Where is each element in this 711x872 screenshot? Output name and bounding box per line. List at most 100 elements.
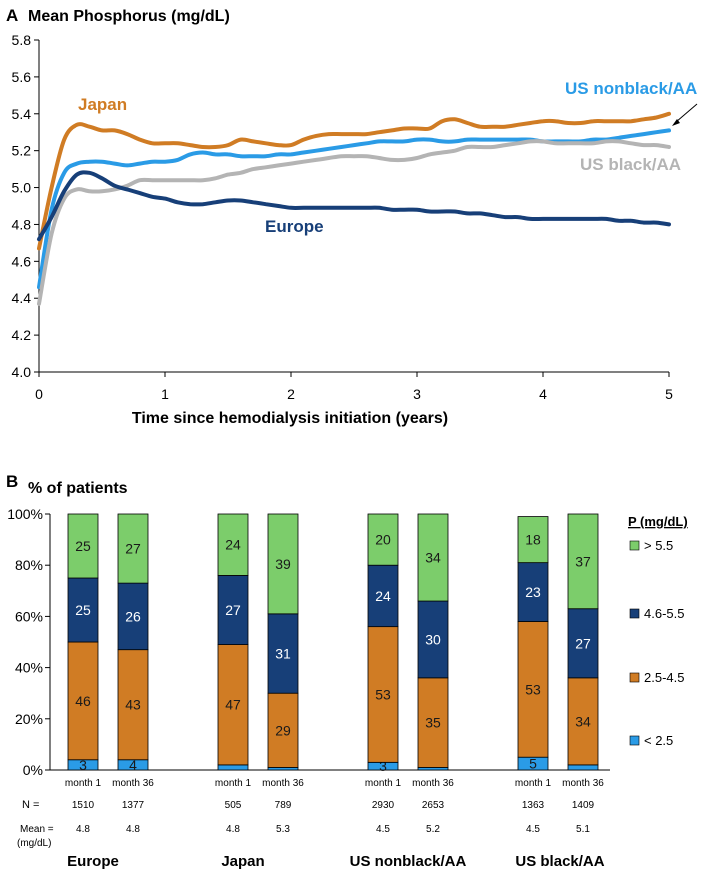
bar-category-label: month 36 xyxy=(562,778,604,789)
y-tick-label: 4.2 xyxy=(12,327,32,343)
bar-segment-label: 4 xyxy=(129,757,137,773)
bar-segment-label: 18 xyxy=(525,532,541,548)
bar-segment xyxy=(517,516,549,564)
series-line-europe xyxy=(37,170,671,242)
bar-category-label: month 36 xyxy=(412,778,454,789)
panel-a: A Mean Phosphorus (mg/dL) 4.04.24.44.64.… xyxy=(6,6,698,427)
mean-row-label: Mean = xyxy=(20,824,54,835)
bar-segment-label: 3 xyxy=(79,757,87,773)
group-label: Europe xyxy=(67,853,119,870)
x-tick-label: 3 xyxy=(413,386,421,402)
x-tick-label: 5 xyxy=(665,386,673,402)
legend-label: < 2.5 xyxy=(644,733,673,748)
bar-segment xyxy=(567,677,599,766)
bar-segment xyxy=(67,577,99,643)
series-line-us-black-aa xyxy=(37,139,671,306)
panel-a-title: Mean Phosphorus (mg/dL) xyxy=(28,8,230,25)
bar-segment-label: 27 xyxy=(125,541,141,557)
bar-n-value: 505 xyxy=(225,800,242,811)
group-label: Japan xyxy=(221,853,264,870)
bar-segment xyxy=(417,513,449,602)
group-label: US nonblack/AA xyxy=(350,853,467,870)
panel-b: B % of patients 0% 20% 40% 60% 80% 100% 3 46 25… xyxy=(6,472,688,870)
bar-segment-label: 39 xyxy=(275,556,291,572)
bar-category-label: month 36 xyxy=(262,778,304,789)
bar-segment xyxy=(517,621,549,758)
bar-segment xyxy=(117,582,149,651)
bar-mean-value: 4.5 xyxy=(526,824,540,835)
x-tick-label: 1 xyxy=(161,386,169,402)
bar-segment-label: 27 xyxy=(575,635,591,651)
panel-b-bars: 3 46 25 25 4 43 26 27 47 27 24 29 31 39 3 53 24 20 35 30 34 5… xyxy=(67,513,599,774)
bar-segment-label: 47 xyxy=(225,697,241,713)
n-row-label: N = xyxy=(22,799,39,811)
bar-mean-value: 4.8 xyxy=(126,824,140,835)
bar-mean-value: 4.8 xyxy=(76,824,90,835)
bar-category-label: month 1 xyxy=(65,778,102,789)
bar-segment-label: 24 xyxy=(375,588,391,604)
bar-mean-value: 5.2 xyxy=(426,824,440,835)
panel-b-title: % of patients xyxy=(28,480,128,497)
y-tick-label: 5.8 xyxy=(12,32,32,48)
bar-category-label: month 36 xyxy=(112,778,154,789)
legend-label: 4.6-5.5 xyxy=(644,606,684,621)
bar-segment-label: 53 xyxy=(525,681,541,697)
panel-a-x-axis: 0 1 2 3 4 5 xyxy=(35,371,673,402)
y-tick-label: 20% xyxy=(15,711,43,727)
bar-segment xyxy=(517,562,549,622)
bar-mean-value: 5.3 xyxy=(276,824,290,835)
y-tick-label: 4.8 xyxy=(12,216,32,232)
y-tick-label: 40% xyxy=(15,660,43,676)
bar-n-value: 2653 xyxy=(422,800,445,811)
bar-segment-label: 29 xyxy=(275,722,291,738)
bar-segment xyxy=(217,644,249,766)
bar-n-value: 2930 xyxy=(372,800,395,811)
bar-segment xyxy=(217,764,249,771)
bar-category-label: month 1 xyxy=(515,778,552,789)
annotation-us-nonblack: US nonblack/AA xyxy=(565,79,697,98)
bar-category-label: month 1 xyxy=(215,778,252,789)
bar-segment-label: 3 xyxy=(379,758,387,774)
annotation-us-black: US black/AA xyxy=(580,155,681,174)
bar-segment xyxy=(267,513,299,615)
bar-segment-label: 5 xyxy=(529,756,537,772)
bar-n-value: 1363 xyxy=(522,800,545,811)
bar-category-label: month 1 xyxy=(365,778,402,789)
x-tick-label: 4 xyxy=(539,386,547,402)
bar-mean-value: 5.1 xyxy=(576,824,590,835)
y-tick-label: 80% xyxy=(15,557,43,573)
legend-swatch xyxy=(629,735,640,746)
legend-label: 2.5-4.5 xyxy=(644,670,684,685)
panel-a-y-axis: 4.0 4.2 4.4 4.6 4.8 5.0 5.2 5.4 5.6 5.8 xyxy=(12,32,40,380)
bar-segment-label: 26 xyxy=(125,608,141,624)
bar-segment-label: 20 xyxy=(375,532,391,548)
y-tick-label: 0% xyxy=(23,762,43,778)
legend-swatch xyxy=(629,540,640,551)
annotation-arrow-head xyxy=(672,119,680,126)
bar-mean-value: 4.5 xyxy=(376,824,390,835)
legend-swatch xyxy=(629,608,640,619)
bar-segment-label: 53 xyxy=(375,686,391,702)
bar-segment xyxy=(567,513,599,610)
annotation-japan: Japan xyxy=(78,95,127,114)
bar-segment-label: 34 xyxy=(575,713,591,729)
bar-segment-label: 34 xyxy=(425,550,441,566)
bar-segment-label: 35 xyxy=(425,715,441,731)
bar-n-value: 789 xyxy=(275,800,292,811)
legend-label: > 5.5 xyxy=(644,538,673,553)
bar-n-value: 1377 xyxy=(122,800,145,811)
bar-segment xyxy=(267,692,299,768)
bar-mean-value: 4.8 xyxy=(226,824,240,835)
bar-segment xyxy=(217,575,249,645)
panel-a-label: A xyxy=(6,6,18,25)
bar-segment-label: 43 xyxy=(125,697,141,713)
y-tick-label: 5.6 xyxy=(12,69,32,85)
bar-segment-label: 23 xyxy=(525,584,541,600)
mean-row-unit: (mg/dL) xyxy=(17,838,51,849)
bar-segment-label: 46 xyxy=(75,693,91,709)
bar-segment-label: 24 xyxy=(225,537,241,553)
bar-segment xyxy=(367,513,399,566)
annotation-arrow-shaft xyxy=(675,103,698,123)
bar-segment-label: 25 xyxy=(75,538,91,554)
